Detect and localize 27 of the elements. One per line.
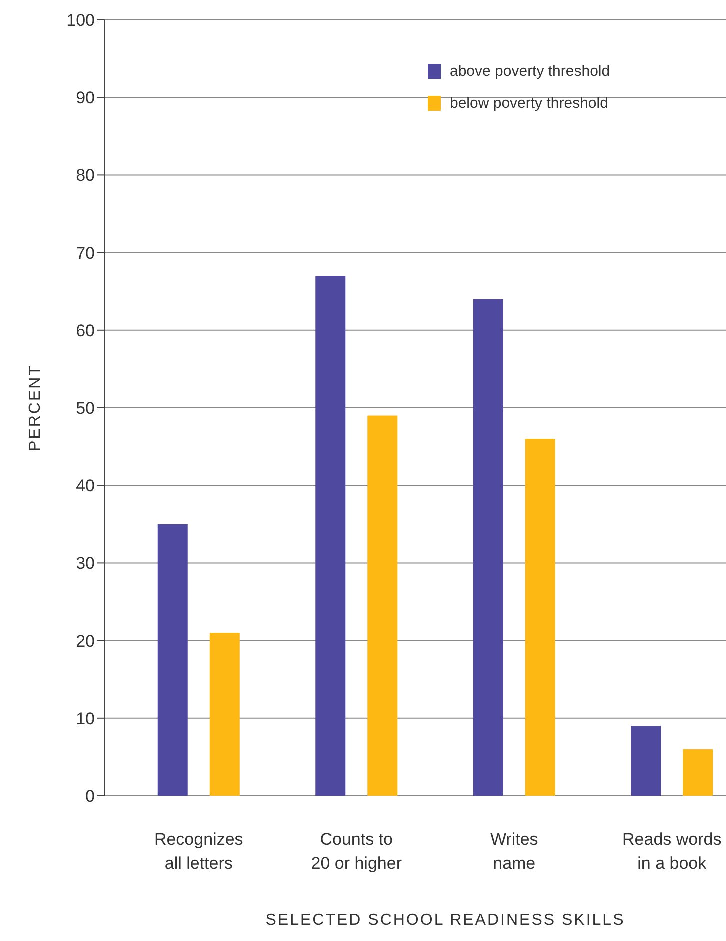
- bar: [631, 726, 662, 796]
- x-axis-title: SELECTED SCHOOL READINESS SKILLS: [266, 912, 626, 929]
- y-tick-label: 60: [76, 321, 95, 340]
- x-tick-label: Recognizes all letters: [154, 830, 244, 873]
- y-tick-label: 100: [66, 10, 95, 30]
- y-tick-label: 0: [86, 786, 95, 806]
- bar: [525, 439, 556, 796]
- y-tick-label: 40: [76, 476, 95, 496]
- y-tick-label: 80: [76, 166, 95, 186]
- y-tick-label: 20: [76, 632, 95, 651]
- x-tick-label: Reads words in a book: [622, 830, 722, 873]
- legend-label: below poverty threshold: [450, 95, 608, 112]
- x-tick-label: Counts to 20 or higher: [311, 830, 402, 873]
- y-tick-label: 90: [76, 88, 95, 108]
- bar: [683, 749, 714, 796]
- y-axis-title: PERCENT: [27, 364, 44, 452]
- y-tick-label: 50: [76, 398, 95, 418]
- bar: [368, 416, 398, 796]
- bar: [158, 524, 188, 796]
- x-tick-label: Writes name: [490, 830, 538, 873]
- y-tick-label: 70: [76, 244, 95, 263]
- y-tick-label: 30: [76, 554, 95, 574]
- bar: [316, 276, 346, 796]
- bar: [473, 299, 504, 796]
- legend-label: above poverty threshold: [450, 63, 610, 80]
- bar: [210, 633, 240, 796]
- y-tick-label: 10: [76, 709, 95, 728]
